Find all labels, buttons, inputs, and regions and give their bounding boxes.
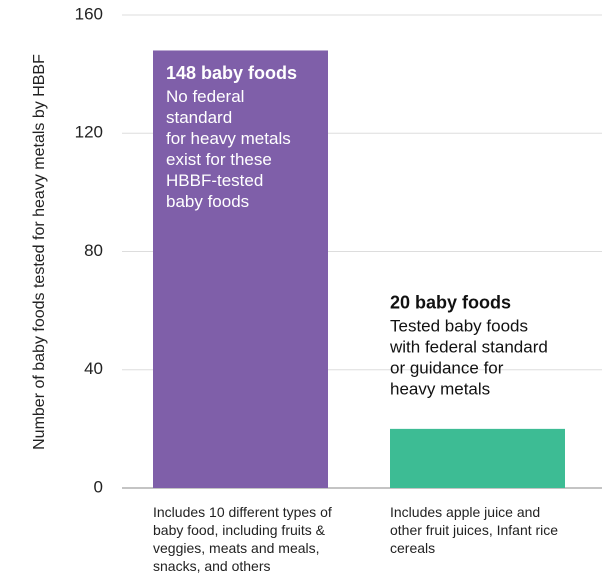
x-tick-label: Includes 10 different types of baby food… [153,504,332,574]
annotation-text: HBBF-tested [166,171,263,190]
annotation-text: exist for these [166,150,272,169]
annotation-title: 20 baby foods [390,293,511,313]
bar [390,428,565,488]
annotation-text: for heavy metals [166,129,291,148]
y-tick-label: 160 [75,4,103,23]
y-tick-label: 120 [75,123,103,142]
y-axis-label: Number of baby foods tested for heavy me… [31,54,48,450]
annotation-text: No federal [166,87,244,106]
bar [153,50,328,488]
y-tick-label: 40 [84,359,103,378]
y-tick-label: 80 [84,241,103,260]
annotation-text: with federal standard [389,337,548,356]
y-tick-label: 0 [94,477,103,496]
annotation-text: Tested baby foods [390,316,528,335]
annotation-text: heavy metals [390,379,490,398]
annotation-text: or guidance for [390,358,504,377]
x-tick-label: Includes apple juice and other fruit jui… [390,504,559,556]
annotation-title: 148 baby foods [166,63,297,83]
annotation-text: standard [166,108,232,127]
annotation-text: baby foods [166,192,249,211]
